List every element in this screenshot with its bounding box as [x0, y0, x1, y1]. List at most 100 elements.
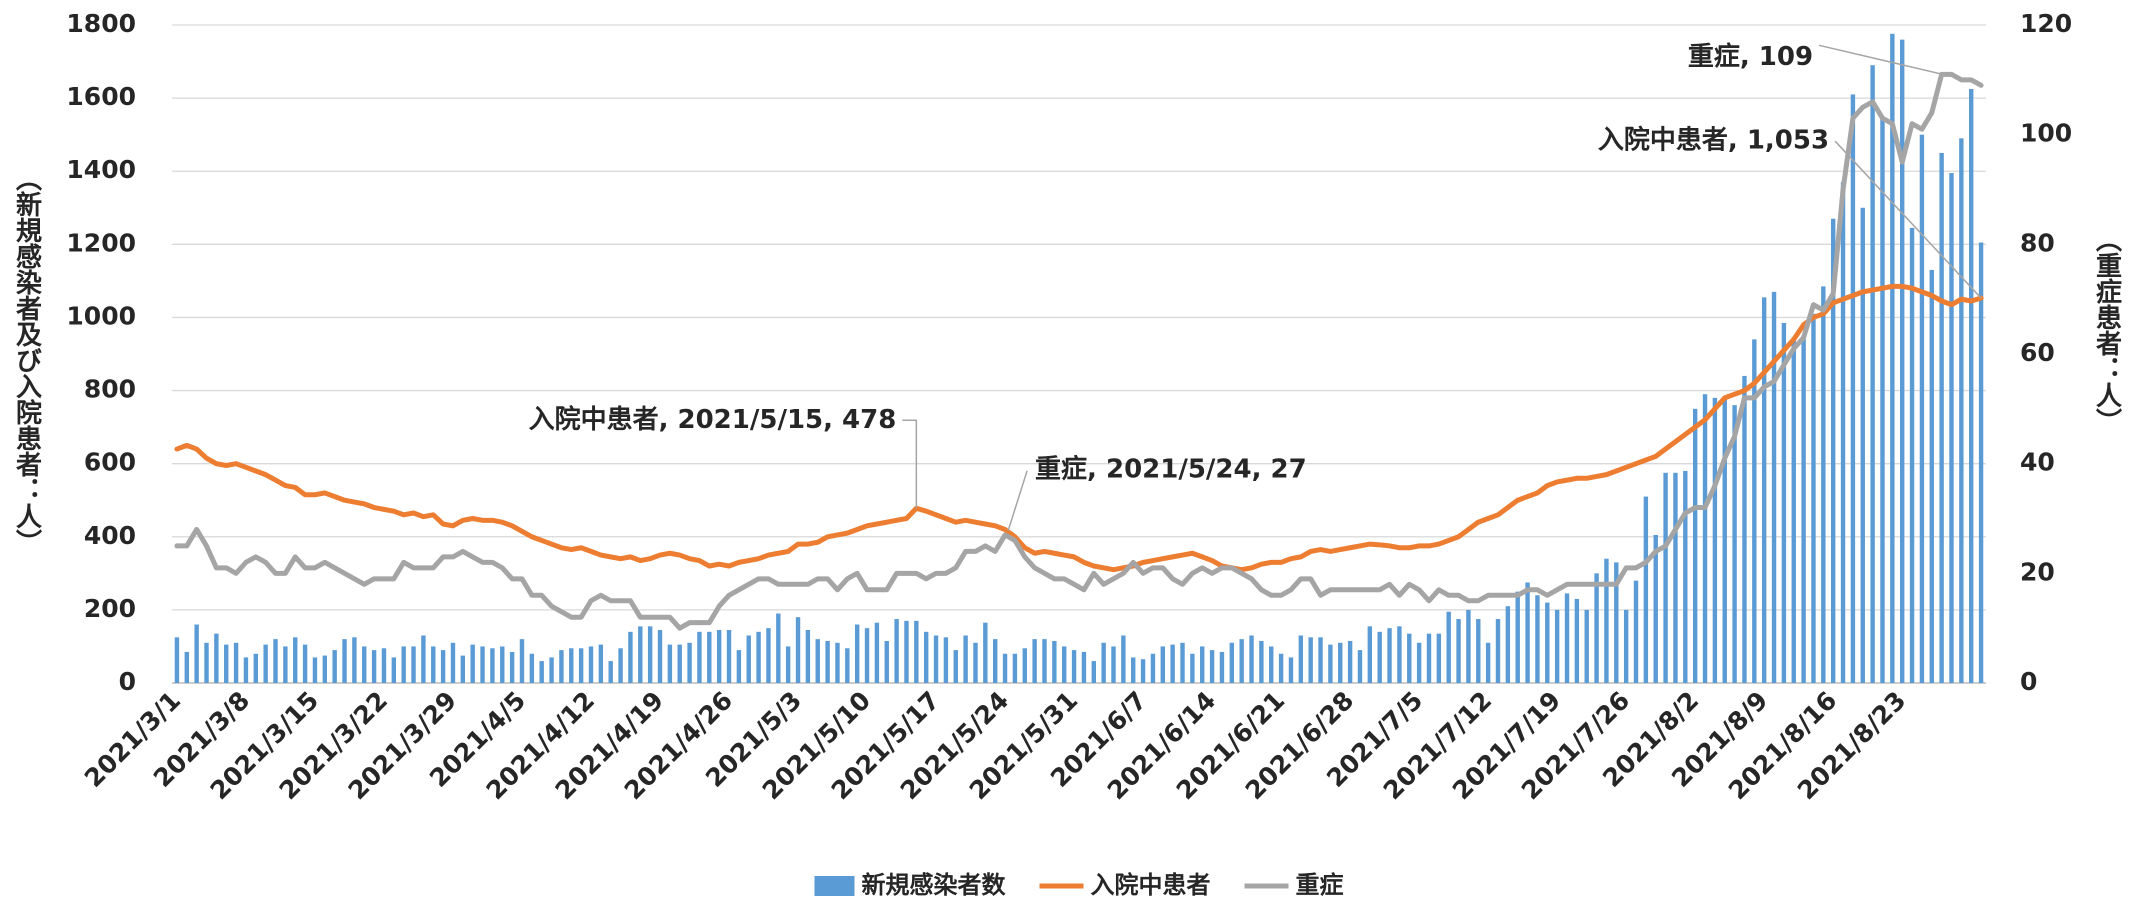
bar: [184, 651, 189, 683]
bar: [1761, 297, 1767, 683]
bar: [1633, 580, 1639, 683]
bar: [480, 646, 485, 683]
bar: [914, 620, 919, 683]
bar: [1200, 646, 1205, 683]
bar: [1900, 39, 1905, 684]
bar: [1830, 218, 1836, 683]
bar: [795, 617, 801, 683]
bar: [1466, 609, 1471, 683]
legend-label: 重症: [1296, 871, 1344, 899]
bar: [1387, 628, 1392, 683]
bar: [1091, 661, 1096, 683]
bar: [401, 646, 406, 683]
bar: [1722, 397, 1727, 683]
bar: [766, 628, 771, 683]
bar: [1357, 650, 1363, 683]
leader-line: [902, 419, 918, 509]
bar: [1298, 635, 1304, 683]
bar: [1131, 657, 1136, 683]
bar: [569, 648, 574, 683]
bar: [825, 640, 830, 683]
y-tick-label: 1800: [66, 9, 136, 38]
bar: [1801, 335, 1806, 683]
bar: [736, 650, 742, 683]
bar: [519, 639, 525, 683]
bar: [923, 631, 929, 683]
bar: [1535, 595, 1540, 683]
bar: [1860, 207, 1865, 683]
bar: [628, 631, 633, 683]
bar: [1032, 639, 1037, 683]
bar: [993, 639, 998, 683]
y-tick-label: 400: [84, 521, 136, 550]
bar: [342, 639, 347, 683]
bar: [1505, 606, 1511, 683]
bar: [1485, 642, 1491, 683]
bar: [1377, 631, 1382, 683]
bar: [1269, 646, 1274, 683]
bar: [1278, 653, 1284, 683]
y2-tick-label: 40: [2020, 448, 2055, 477]
bar: [1121, 635, 1126, 683]
bar: [352, 637, 357, 683]
bar: [391, 657, 397, 683]
bar: [943, 637, 949, 683]
bar: [1318, 637, 1323, 683]
bar: [500, 646, 505, 683]
bar: [1623, 609, 1629, 683]
bar: [1969, 88, 1974, 683]
leader-line: [1818, 44, 1982, 85]
bar: [1683, 470, 1688, 683]
bar: [302, 644, 308, 683]
bar: [243, 657, 249, 683]
bar: [1821, 286, 1826, 683]
bar: [312, 657, 318, 683]
data-label: 重症, 2021/5/24, 27: [1035, 453, 1307, 484]
bar: [1653, 534, 1658, 683]
bar: [1564, 593, 1570, 683]
bar: [1525, 582, 1530, 683]
bar: [1890, 33, 1895, 684]
bar: [1416, 642, 1422, 683]
bar: [529, 653, 535, 683]
bar: [1071, 650, 1077, 683]
bar: [1209, 650, 1215, 683]
bar: [1614, 562, 1619, 683]
y-axis-title: （新規感染者及び入院患者：人）: [12, 165, 42, 555]
bar: [253, 653, 258, 683]
bar: [588, 646, 594, 683]
bar: [1111, 646, 1116, 683]
bar: [1140, 659, 1146, 683]
y-tick-label: 1400: [66, 155, 136, 184]
y-tick-label: 800: [84, 375, 136, 404]
bar: [1811, 313, 1816, 683]
bar: [174, 637, 180, 683]
bar: [1663, 472, 1668, 683]
y2-tick-label: 20: [2020, 557, 2055, 586]
bar: [785, 646, 791, 683]
y2-axis-title: （重症患者：人）: [2092, 226, 2122, 434]
bar: [1436, 633, 1442, 683]
bar: [431, 646, 436, 683]
y2-tick-label: 120: [2020, 9, 2072, 38]
y-tick-label: 0: [119, 667, 136, 696]
bar: [874, 622, 880, 683]
bar: [470, 644, 475, 683]
bar: [578, 648, 584, 683]
bar: [1101, 642, 1106, 683]
bar: [904, 620, 909, 683]
bar: [1752, 339, 1757, 683]
bar: [1643, 496, 1649, 683]
bar: [1702, 394, 1708, 683]
bar: [835, 642, 840, 683]
bar: [1249, 635, 1254, 683]
bar: [450, 642, 456, 683]
bar: [1909, 227, 1915, 683]
bar: [509, 651, 515, 683]
bar: [322, 655, 328, 683]
bar: [421, 635, 426, 683]
bar: [381, 648, 387, 683]
bar: [1840, 182, 1846, 683]
bar: [1150, 653, 1156, 683]
